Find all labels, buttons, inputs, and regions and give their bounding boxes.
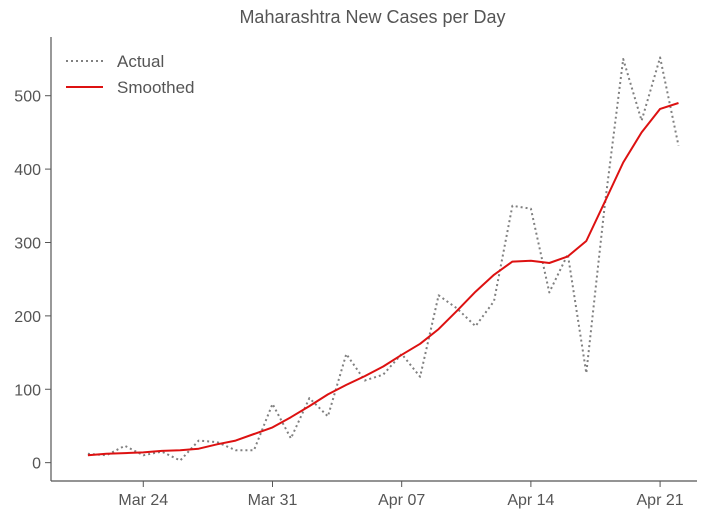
x-tick-label: Mar 31 — [248, 492, 298, 509]
legend-label-actual: Actual — [117, 52, 164, 71]
x-tick-label: Mar 24 — [118, 492, 168, 509]
legend-label-smoothed: Smoothed — [117, 78, 195, 97]
axes: 0 100 200 300 400 500 Mar 24 Mar 31 Apr 07 Apr 14… — [14, 37, 697, 509]
y-tick-label: 400 — [14, 162, 41, 179]
y-tick-label: 200 — [14, 309, 41, 326]
legend: Actual Smoothed — [66, 52, 195, 97]
x-tick-label: Apr 07 — [378, 492, 425, 509]
y-tick-label: 0 — [32, 456, 41, 473]
x-tick-label: Apr 14 — [507, 492, 554, 509]
y-tick-label: 100 — [14, 382, 41, 399]
y-tick-label: 300 — [14, 235, 41, 252]
x-tick-label: Apr 21 — [637, 492, 684, 509]
series-layer — [87, 56, 680, 462]
series-line-actual — [87, 56, 680, 462]
chart-title: Maharashtra New Cases per Day — [239, 7, 506, 27]
series-line-smoothed — [87, 102, 679, 457]
y-tick-label: 500 — [14, 89, 41, 106]
